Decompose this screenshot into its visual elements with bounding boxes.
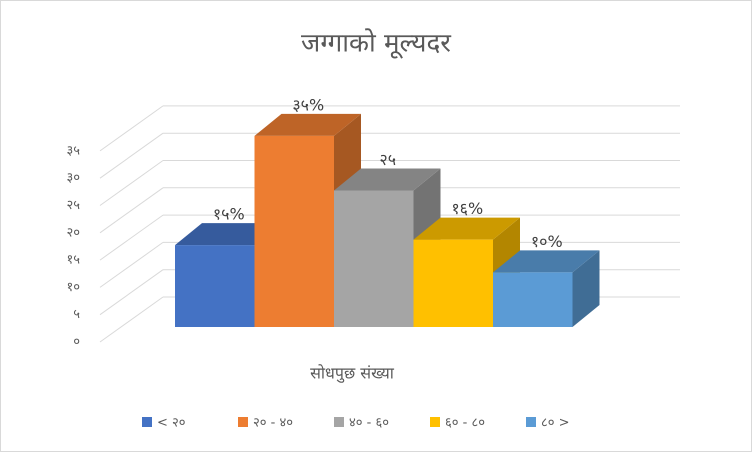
y-tick-label: ३५ bbox=[66, 143, 80, 158]
bar-top bbox=[254, 113, 361, 136]
y-tick-label: १० bbox=[66, 280, 80, 295]
y-tick-label: ३० bbox=[66, 171, 80, 186]
legend-swatch bbox=[238, 417, 248, 427]
legend-label: ४० - ६० bbox=[349, 416, 389, 431]
grid-line bbox=[99, 187, 164, 234]
data-label: २५ bbox=[379, 150, 396, 169]
legend-swatch bbox=[334, 417, 344, 427]
legend-label: ८० > bbox=[541, 416, 570, 431]
grid-line bbox=[99, 132, 164, 179]
bar bbox=[493, 272, 573, 327]
bar bbox=[334, 190, 414, 327]
legend-swatch bbox=[526, 417, 536, 427]
y-tick-label: १५ bbox=[66, 253, 80, 268]
bar bbox=[254, 135, 334, 327]
bar-top bbox=[413, 217, 520, 240]
chart-title: जग्गाको मूल्यदर bbox=[301, 28, 452, 60]
legend-label: २० - ४० bbox=[253, 416, 293, 431]
legend-label: < २० bbox=[157, 416, 186, 431]
y-tick-label: २५ bbox=[66, 198, 80, 213]
y-tick-label: ० bbox=[73, 335, 80, 350]
grid-line bbox=[99, 105, 164, 152]
y-tick-label: २० bbox=[66, 225, 80, 240]
legend-swatch bbox=[430, 417, 440, 427]
grid-line bbox=[99, 269, 164, 316]
data-label: १५% bbox=[213, 205, 245, 224]
grid-line bbox=[99, 214, 164, 261]
data-label: १०% bbox=[531, 232, 563, 251]
x-axis-title: सोधपुछ संख्या bbox=[310, 364, 395, 384]
bar-side bbox=[572, 250, 600, 327]
y-tick-label: ५ bbox=[73, 307, 80, 322]
bar bbox=[175, 245, 255, 327]
data-label: ३५% bbox=[292, 95, 324, 114]
bar bbox=[413, 239, 493, 327]
legend-swatch bbox=[142, 417, 152, 427]
grid-line bbox=[99, 241, 164, 288]
bar-top bbox=[334, 168, 441, 191]
grid-line bbox=[99, 160, 164, 206]
bar-top bbox=[493, 250, 600, 273]
data-label: १६% bbox=[451, 199, 483, 218]
grid-line bbox=[99, 296, 164, 343]
legend-label: ६० - ८० bbox=[445, 416, 485, 431]
